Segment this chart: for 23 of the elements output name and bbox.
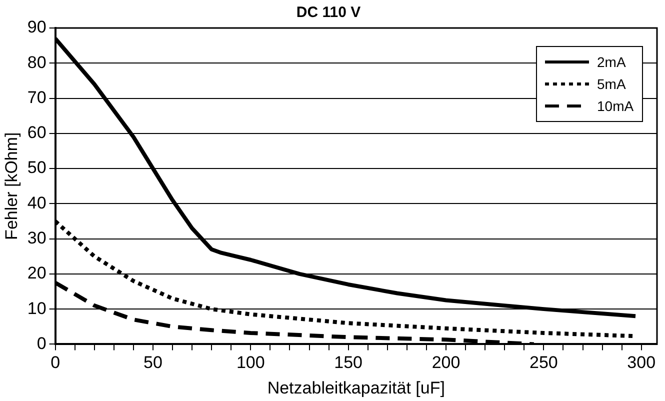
y-tick-label: 80 — [27, 52, 46, 72]
y-tick-label: 40 — [27, 193, 46, 212]
y-tick-label: 50 — [27, 158, 46, 178]
x-tick-label: 50 — [144, 353, 162, 372]
x-tick-label: 0 — [50, 353, 60, 372]
y-tick-label: 10 — [27, 298, 46, 318]
x-axis-title: Netzableitkapazität [uF] — [267, 378, 445, 398]
x-tick-label: 100 — [236, 353, 265, 372]
y-axis-title: Fehler [kOhm] — [2, 132, 21, 240]
chart-title: DC 110 V — [296, 4, 361, 22]
x-tick-label: 300 — [627, 353, 656, 372]
y-tick-label: 70 — [27, 88, 46, 107]
legend-label: 10mA — [597, 98, 634, 114]
y-tick-label: 90 — [27, 18, 46, 37]
legend-label: 5mA — [597, 76, 626, 92]
x-tick-label: 150 — [334, 353, 363, 372]
x-tick-label: 200 — [432, 353, 460, 372]
y-tick-label: 30 — [27, 228, 46, 248]
x-tick-label: 250 — [530, 353, 558, 372]
y-tick-label: 20 — [27, 264, 46, 283]
y-tick-label: 0 — [36, 334, 46, 353]
y-tick-label: 60 — [27, 123, 46, 142]
legend-label: 2mA — [597, 54, 626, 70]
